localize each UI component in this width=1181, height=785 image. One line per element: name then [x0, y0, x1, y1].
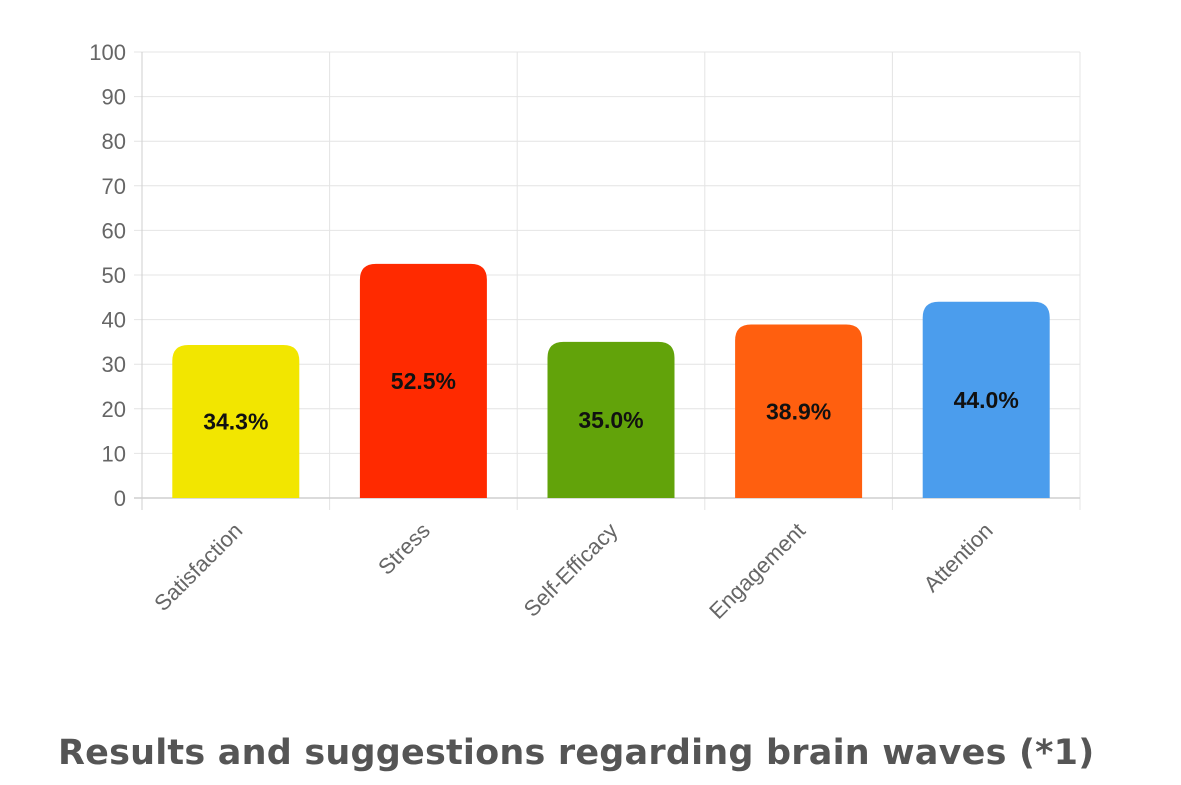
x-tick-label: Satisfaction: [149, 518, 247, 616]
y-tick-label: 20: [102, 397, 126, 422]
y-tick-label: 0: [114, 486, 126, 511]
bars: [172, 263, 1050, 498]
y-tick-label: 100: [89, 40, 126, 65]
x-tick-label: Stress: [373, 518, 435, 580]
section-heading: Results and suggestions regarding brain …: [58, 733, 1095, 773]
x-tick-labels: Satisfaction Stress Self-Efficacy Engagemen…: [149, 518, 998, 624]
data-label: 35.0%: [578, 407, 643, 433]
data-label: 52.5%: [391, 368, 456, 394]
y-tick-label: 60: [102, 218, 126, 243]
data-label: 44.0%: [954, 387, 1019, 413]
y-tick-label: 80: [102, 129, 126, 154]
data-labels: 34.3% 52.5% 35.0% 38.9% 44.0%: [203, 368, 1019, 435]
bar-stress: [359, 263, 487, 498]
x-tick-label: Self-Efficacy: [519, 518, 623, 622]
bar-satisfaction: [172, 345, 300, 498]
x-tick-label: Engagement: [704, 518, 810, 624]
x-tick-label: Attention: [919, 518, 998, 597]
y-tick-labels: 0 10 20 30 40 50 60 70 80 90 100: [89, 40, 126, 511]
bar-self-efficacy: [547, 341, 675, 498]
y-tick-label: 50: [102, 263, 126, 288]
y-tick-label: 40: [102, 308, 126, 333]
bar-engagement: [735, 324, 863, 498]
y-tick-label: 70: [102, 174, 126, 199]
bar-attention: [922, 301, 1050, 498]
data-label: 34.3%: [203, 409, 268, 435]
y-tick-label: 30: [102, 352, 126, 377]
bar-chart: 0 10 20 30 40 50 60 70 80 90 100 34.3% 52.5% 35.0% 38…: [89, 40, 1081, 624]
y-tick-label: 90: [102, 85, 126, 110]
y-tick-label: 10: [102, 441, 126, 466]
data-label: 38.9%: [766, 398, 831, 424]
